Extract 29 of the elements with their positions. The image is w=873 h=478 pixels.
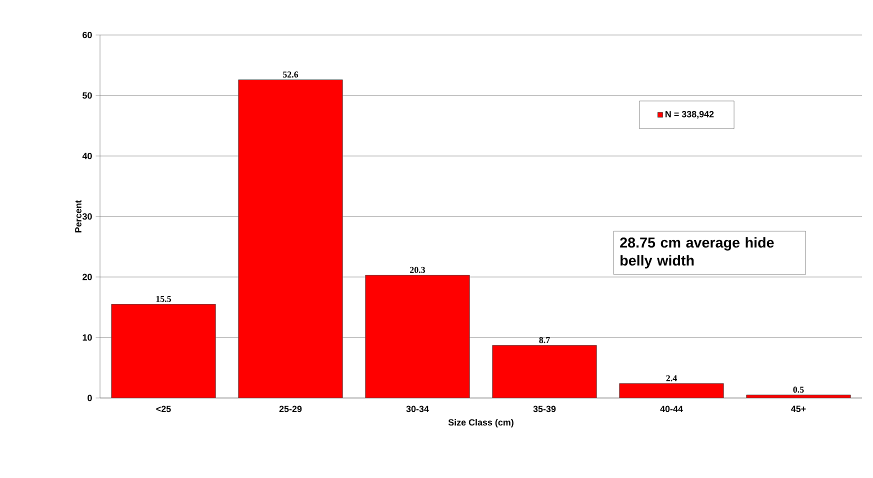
y-tick-label: 30 — [82, 213, 92, 220]
y-tick-label: 40 — [82, 152, 92, 160]
data-label: 15.5 — [156, 296, 172, 302]
x-tick-label: 30-34 — [406, 406, 429, 412]
x-axis-title: Size Class (cm) — [448, 418, 514, 428]
data-label: 52.6 — [283, 72, 298, 78]
data-label: 8.7 — [539, 337, 550, 344]
bar — [365, 274, 470, 398]
x-tick-label: 35-39 — [533, 406, 556, 412]
data-label: 2.4 — [666, 375, 677, 382]
y-axis-title: Percent — [75, 200, 82, 232]
bar — [111, 304, 216, 398]
data-label: 0.5 — [793, 386, 804, 393]
bar — [492, 345, 597, 398]
y-tick-label: 60 — [82, 32, 92, 38]
y-tick-label: 50 — [82, 92, 92, 99]
y-tick-label: 10 — [82, 334, 92, 341]
x-tick-label: 45+ — [791, 406, 806, 412]
bar — [238, 80, 343, 398]
bar — [746, 394, 851, 398]
x-tick-label: 25-29 — [279, 406, 302, 412]
annotation: 28.75 cm average hide belly width — [620, 237, 774, 268]
y-tick-label: 0 — [88, 394, 92, 402]
legend-label: N = 338,942 — [666, 110, 714, 119]
x-tick-label: <25 — [156, 406, 171, 412]
x-tick-label: 40-44 — [660, 406, 683, 412]
bar — [619, 383, 724, 398]
data-label: 20.3 — [410, 266, 426, 273]
y-tick-label: 20 — [82, 274, 92, 280]
